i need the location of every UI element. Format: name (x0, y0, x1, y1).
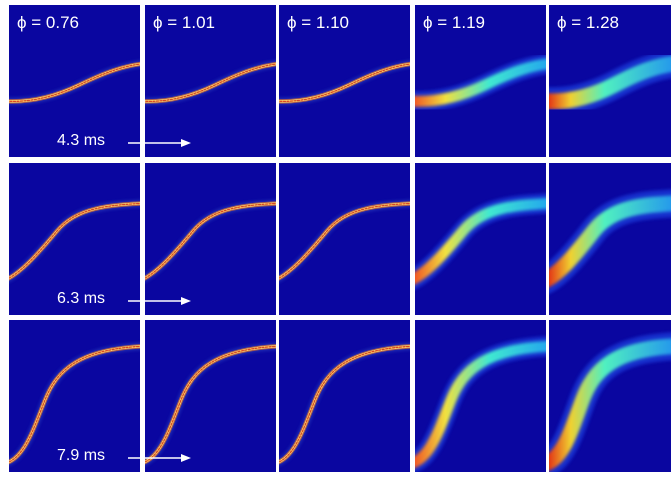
flame-panel (415, 163, 546, 315)
flame-front-image (9, 199, 140, 283)
phi-label: ϕ = 1.01 (153, 13, 215, 32)
flame-front-image (549, 49, 671, 116)
time-arrow-icon (127, 137, 193, 149)
phi-label: ϕ = 0.76 (17, 13, 79, 32)
flame-panel (549, 320, 671, 472)
flame-panel: ϕ = 1.28 (549, 5, 671, 157)
flame-panel (549, 163, 671, 315)
time-arrow-icon (127, 295, 193, 307)
phi-label: ϕ = 1.10 (287, 13, 349, 32)
flame-front-image (415, 193, 546, 290)
flame-front-image (9, 60, 140, 105)
time-arrow-icon (127, 452, 193, 464)
flame-front-image (145, 60, 276, 105)
flame-front-image (549, 189, 671, 294)
time-label: 7.9 ms (57, 447, 106, 464)
flame-panel (279, 163, 410, 315)
flame-front-image (279, 342, 410, 466)
flame-panel (415, 320, 546, 472)
flame-panel: ϕ = 1.10 (279, 5, 410, 157)
flame-front-image (145, 199, 276, 283)
flame-front-image (415, 336, 546, 472)
phi-label: ϕ = 1.19 (423, 13, 485, 32)
flame-panel (279, 320, 410, 472)
flame-panel: ϕ = 0.76 (9, 5, 140, 157)
flame-panel: ϕ = 1.01 (145, 5, 276, 157)
flame-panel: ϕ = 1.19 (415, 5, 546, 157)
time-label: 6.3 ms (57, 290, 106, 307)
flame-panel (145, 320, 276, 472)
phi-label: ϕ = 1.28 (557, 13, 619, 32)
flame-front-image (9, 342, 140, 466)
flame-panel (9, 163, 140, 315)
flame-front-image (279, 199, 410, 283)
flame-front-image (279, 60, 410, 105)
flame-panel (9, 320, 140, 472)
flame-front-image (145, 342, 276, 466)
flame-front-image (549, 332, 671, 472)
time-label: 4.3 ms (57, 132, 106, 149)
flame-front-image (415, 53, 546, 112)
flame-panel (145, 163, 276, 315)
